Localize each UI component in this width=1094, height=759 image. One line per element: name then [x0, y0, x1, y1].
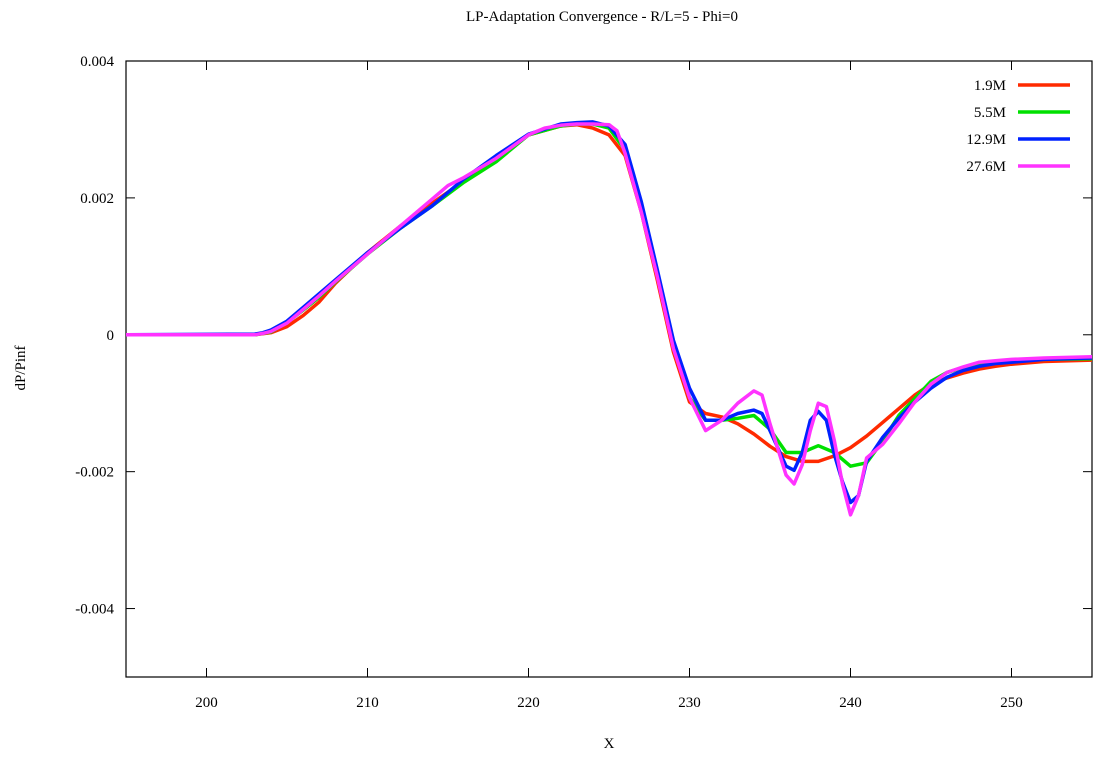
legend-label: 27.6M	[966, 159, 1006, 175]
axis-ticks: 200 210 220 230 240 250 0.004 0.002 0 -0.002 -0.00…	[75, 54, 1092, 711]
y-tick-label: -0.004	[75, 602, 114, 618]
legend-label: 5.5M	[974, 105, 1006, 121]
x-tick-label: 250	[1000, 695, 1023, 711]
x-tick-label: 200	[195, 695, 218, 711]
y-tick-label: 0.002	[80, 191, 114, 207]
legend-label: 12.9M	[966, 132, 1006, 148]
plot-border	[125, 60, 1093, 678]
series-line-27.6M	[126, 122, 1092, 517]
x-axis-label: X	[604, 736, 615, 752]
chart-title: LP-Adaptation Convergence - R/L=5 - Phi=…	[466, 9, 738, 25]
x-tick-label: 240	[839, 695, 862, 711]
x-tick-label: 210	[356, 695, 379, 711]
y-tick-label: 0	[107, 328, 115, 344]
x-tick-label: 230	[678, 695, 701, 711]
x-tick-label: 220	[517, 695, 540, 711]
series-line-1.9M	[126, 122, 1092, 464]
y-tick-label: -0.002	[75, 465, 114, 481]
series-layer	[126, 120, 1092, 517]
series-line-12.9M	[126, 120, 1092, 505]
legend-label: 1.9M	[974, 78, 1006, 94]
series-line-5.5M	[126, 122, 1092, 468]
y-tick-label: 0.004	[80, 54, 114, 70]
y-axis-label: dP/Pinf	[13, 345, 29, 390]
legend: 1.9M 5.5M 12.9M 27.6M	[966, 78, 1070, 175]
plot-area	[125, 60, 1093, 678]
